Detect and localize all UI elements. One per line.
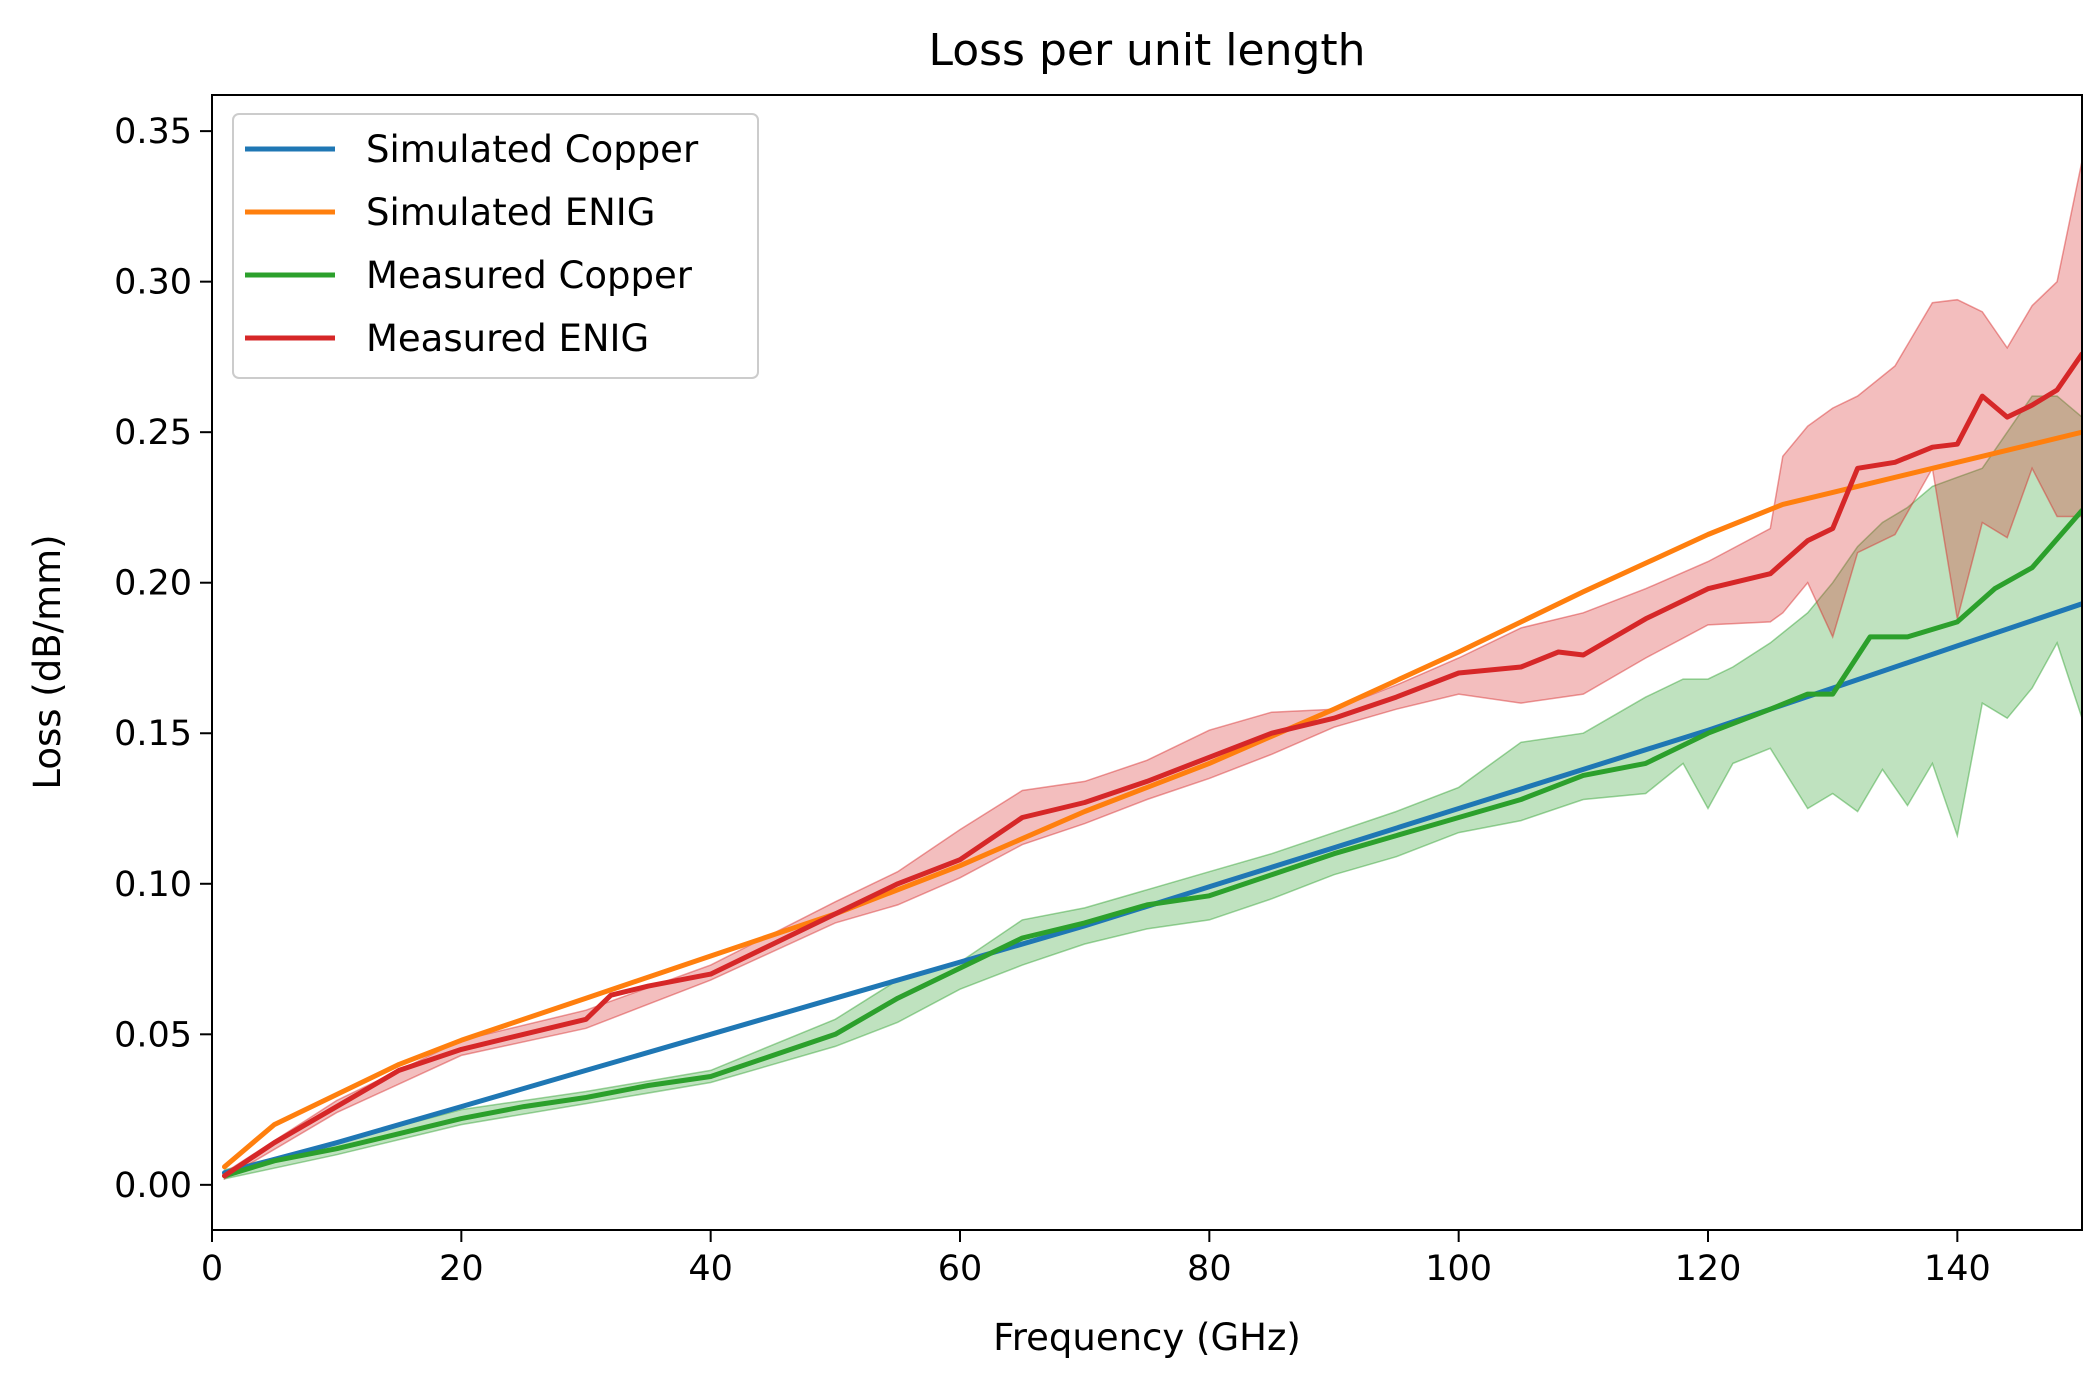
y-axis: 0.00 0.05 0.10 0.15 0.20 0.25 0.30 0.35 (114, 112, 212, 1206)
line-measured-copper (222, 508, 2082, 1179)
x-axis: 0 20 40 60 80 100 120 140 (201, 1230, 1991, 1289)
y-tick-label: 0.25 (114, 413, 192, 453)
plot-frame (211, 94, 2083, 1231)
legend-label-measured-copper: Measured Copper (366, 254, 693, 297)
legend-box (232, 113, 759, 379)
y-tick-label: 0.10 (114, 865, 192, 905)
confidence-bands (223, 161, 2082, 1181)
series-lines (222, 351, 2082, 1179)
legend-label-simulated-enig: Simulated ENIG (366, 191, 655, 234)
x-axis-label: Frequency (GHz) (993, 1316, 1301, 1359)
y-axis-label: Loss (dB/mm) (26, 534, 69, 789)
x-tick-label: 0 (201, 1249, 223, 1289)
legend-label-measured-enig: Measured ENIG (366, 317, 649, 360)
x-tick-label: 100 (1425, 1249, 1492, 1289)
line-measured-enig (222, 351, 2082, 1179)
x-tick-label: 40 (688, 1249, 733, 1289)
x-tick-label: 80 (1187, 1249, 1232, 1289)
x-tick-label: 120 (1675, 1249, 1742, 1289)
legend-label-simulated-copper: Simulated Copper (366, 128, 699, 171)
y-tick-label: 0.00 (114, 1166, 192, 1206)
x-tick-label: 60 (938, 1249, 983, 1289)
band-measured-enig (223, 161, 2082, 1181)
y-tick-label: 0.05 (114, 1015, 192, 1055)
y-tick-label: 0.35 (114, 112, 192, 152)
legend: Simulated Copper Simulated ENIG Measured C… (232, 113, 759, 379)
band-measured-copper (223, 395, 2082, 1180)
chart-title: Loss per unit length (928, 25, 1365, 76)
x-tick-label: 140 (1924, 1249, 1991, 1289)
x-tick-label: 20 (439, 1249, 484, 1289)
y-tick-label: 0.15 (114, 714, 192, 754)
y-tick-label: 0.20 (114, 564, 192, 604)
y-tick-label: 0.30 (114, 263, 192, 303)
line-simulated-enig (222, 429, 2082, 1170)
